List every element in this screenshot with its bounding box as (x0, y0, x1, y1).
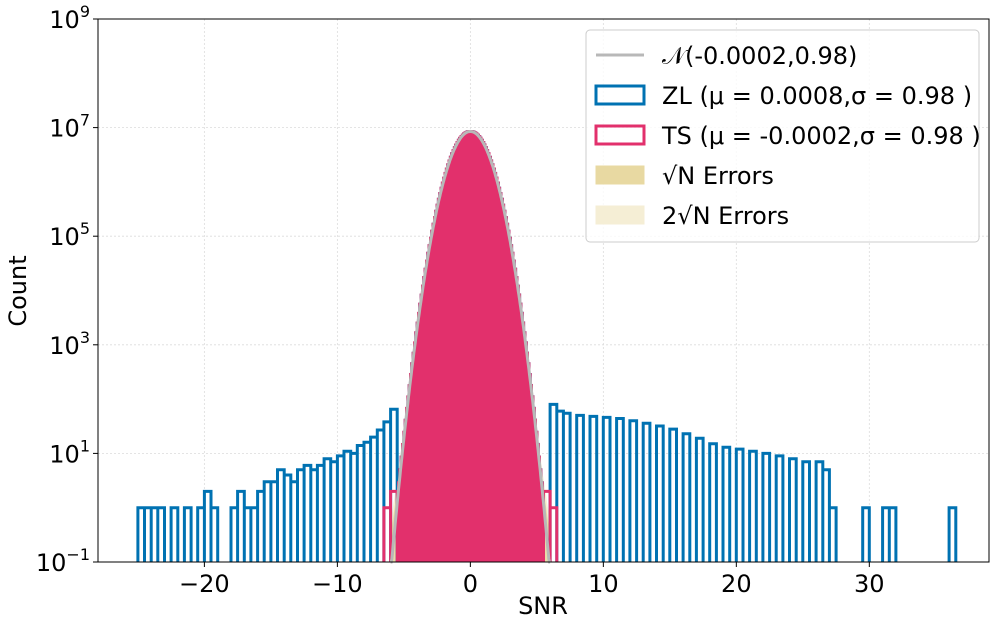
x-axis-title: SNR (518, 592, 568, 620)
legend-swatch-box (594, 124, 646, 146)
legend-label: 𝒩(-0.0002,0.98) (662, 42, 857, 70)
y-axis-title: Count (4, 255, 32, 326)
legend-swatch-fill (595, 165, 645, 185)
y-tick-label: 109 (49, 2, 90, 34)
legend-swatch-fill (595, 205, 645, 225)
legend-label: √N Errors (662, 162, 774, 190)
series-ts-histogram (382, 130, 559, 562)
plot-frame (97, 18, 990, 563)
legend-box (585, 29, 980, 243)
x-tick-label: 20 (721, 570, 752, 598)
y-tick-label: 103 (49, 328, 90, 360)
x-tick-label: −10 (312, 570, 363, 598)
legend-label: 2√N Errors (662, 202, 789, 230)
y-tick-label: 10−1 (36, 545, 90, 577)
x-tick-label: 10 (588, 570, 619, 598)
legend-swatch-box (594, 84, 646, 106)
y-axis-ticks: 10−1 101 103 105 107 109 (36, 2, 98, 577)
x-tick-label: −20 (179, 570, 230, 598)
y-tick-label: 105 (49, 219, 90, 251)
y-tick-label: 107 (49, 111, 90, 143)
legend: 𝒩(-0.0002,0.98) ZL (μ = 0.0008,σ = 0.98 )… (585, 29, 981, 243)
legend-label: TS (μ = -0.0002,σ = 0.98 ) (661, 122, 981, 150)
legend-label: ZL (μ = 0.0008,σ = 0.98 ) (662, 82, 972, 110)
x-tick-label: 30 (854, 570, 885, 598)
series-normal-fit-line (389, 129, 551, 564)
x-tick-label: 0 (463, 570, 478, 598)
x-axis-ticks: −20 −10 0 10 20 30 (179, 562, 885, 598)
series-layer (136, 129, 958, 564)
y-tick-label: 101 (49, 436, 90, 468)
